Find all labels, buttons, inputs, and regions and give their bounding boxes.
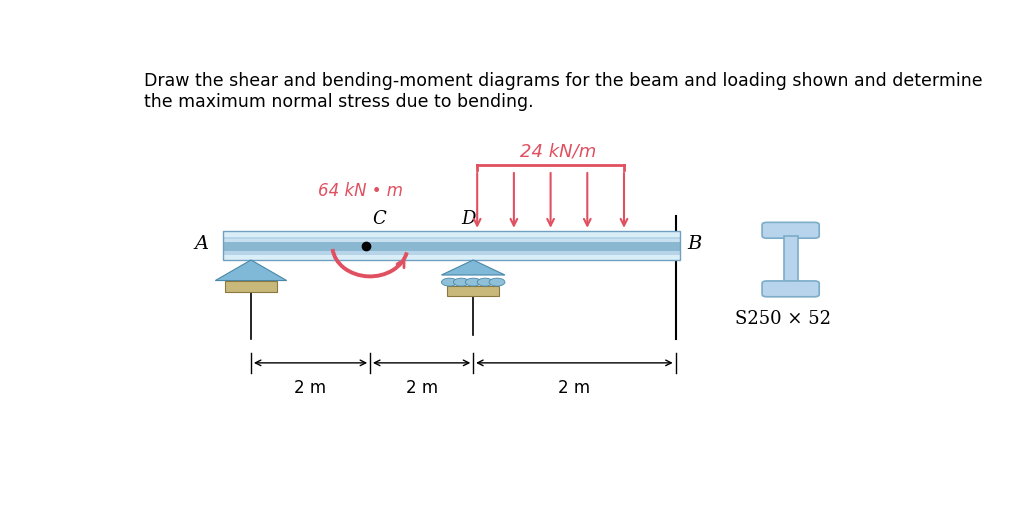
Text: 2 m: 2 m: [558, 379, 591, 397]
Circle shape: [441, 278, 458, 286]
FancyBboxPatch shape: [225, 281, 276, 291]
Text: 64 kN • m: 64 kN • m: [318, 182, 403, 200]
Circle shape: [477, 278, 494, 286]
FancyBboxPatch shape: [783, 236, 798, 283]
Polygon shape: [441, 260, 505, 275]
Text: C: C: [373, 210, 386, 228]
Circle shape: [454, 278, 469, 286]
FancyBboxPatch shape: [762, 223, 819, 238]
FancyBboxPatch shape: [447, 286, 499, 296]
Text: S250 × 52: S250 × 52: [735, 310, 830, 328]
FancyBboxPatch shape: [223, 231, 680, 236]
FancyBboxPatch shape: [762, 281, 819, 297]
FancyBboxPatch shape: [223, 238, 680, 242]
Text: 2 m: 2 m: [295, 379, 327, 397]
FancyBboxPatch shape: [223, 241, 680, 251]
Text: Draw the shear and bending-moment diagrams for the beam and loading shown and de: Draw the shear and bending-moment diagra…: [143, 71, 982, 89]
Text: the maximum normal stress due to bending.: the maximum normal stress due to bending…: [143, 94, 534, 112]
Text: D: D: [461, 210, 475, 228]
Circle shape: [489, 278, 505, 286]
Text: B: B: [687, 235, 701, 253]
FancyBboxPatch shape: [223, 231, 680, 260]
Text: 2 m: 2 m: [406, 379, 437, 397]
Text: 24 kN/m: 24 kN/m: [520, 142, 597, 160]
Text: A: A: [195, 235, 209, 253]
Circle shape: [465, 278, 481, 286]
Polygon shape: [215, 260, 287, 281]
FancyBboxPatch shape: [223, 255, 680, 260]
